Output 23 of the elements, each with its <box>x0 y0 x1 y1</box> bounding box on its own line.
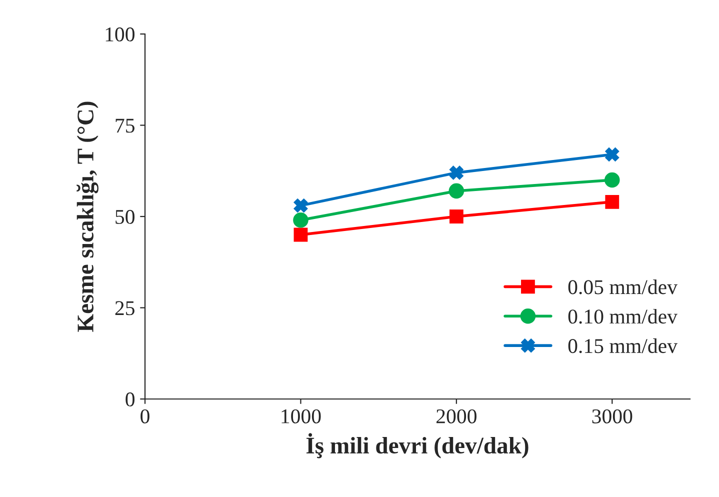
point <box>294 198 308 212</box>
legend-label: 0.10 mm/dev <box>568 308 678 324</box>
legend-label: 0.15 mm/dev <box>568 338 678 354</box>
point <box>448 183 464 199</box>
y-tick-label: 0 <box>126 392 134 406</box>
x-tick-label: 1000 <box>282 409 321 424</box>
point <box>605 148 620 162</box>
legend-label: 0.05 mm/dev <box>568 280 678 294</box>
y-tick-label: 50 <box>116 210 134 224</box>
y-tick-label: 100 <box>106 27 134 42</box>
point <box>293 212 308 228</box>
x-axis-title: İş mili devri (dev/dak) <box>306 433 528 458</box>
y-axis-title: Kesme sıcaklığı, T (°C) <box>76 102 98 332</box>
point <box>449 210 464 224</box>
point <box>449 166 464 180</box>
point <box>605 194 620 209</box>
point <box>294 228 308 242</box>
x-tick-label: 3000 <box>592 409 632 424</box>
x-tick-label: 2000 <box>436 409 476 424</box>
x-tick-label: 0 <box>140 409 150 424</box>
y-tick-label: 75 <box>116 118 134 133</box>
y-tick-label: 25 <box>115 301 134 316</box>
point <box>604 172 620 188</box>
